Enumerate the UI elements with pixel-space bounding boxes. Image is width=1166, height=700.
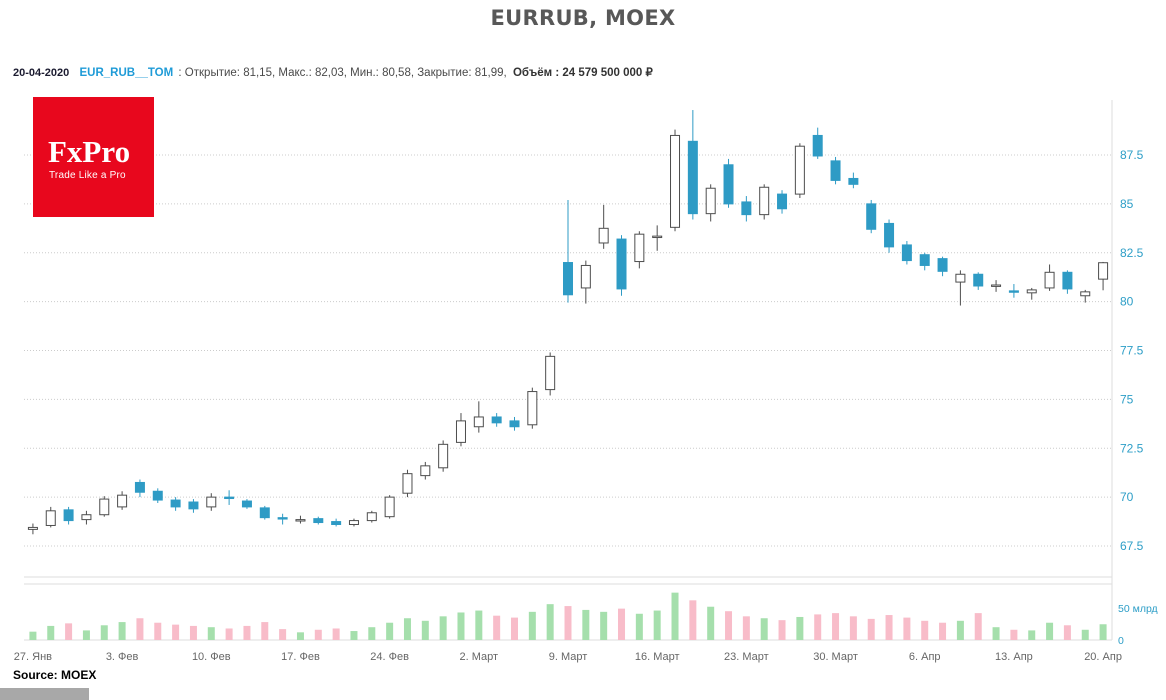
info-date: 20-04-2020 bbox=[13, 67, 70, 79]
svg-text:87.5: 87.5 bbox=[1120, 148, 1144, 162]
svg-text:85: 85 bbox=[1120, 197, 1134, 211]
fxpro-tagline: Trade Like a Pro bbox=[49, 169, 126, 181]
volume-layer bbox=[29, 592, 1107, 640]
x-axis-labels: 27. Янв 3. Фев 10. Фев 17. Фев 24. Фев 2. Мар… bbox=[14, 651, 1122, 663]
scrollbar-thumb[interactable] bbox=[0, 688, 89, 700]
svg-text:77.5: 77.5 bbox=[1120, 344, 1144, 358]
svg-text:2. Март: 2. Март bbox=[460, 651, 499, 663]
svg-text:9. Март: 9. Март bbox=[549, 651, 588, 663]
page-title: EURRUB, MOEX bbox=[490, 6, 676, 30]
instrument-symbol[interactable]: EUR_RUB__TOM bbox=[79, 67, 174, 79]
svg-text:23. Март: 23. Март bbox=[724, 651, 769, 663]
svg-text:72.5: 72.5 bbox=[1120, 441, 1144, 455]
svg-text:10. Фев: 10. Фев bbox=[192, 651, 231, 663]
svg-text:16. Март: 16. Март bbox=[635, 651, 680, 663]
volume-stat-label: Объём bbox=[512, 67, 553, 79]
ohlc-info-bar: 20-04-2020 EUR_RUB__TOM : Открытие: 81,1… bbox=[13, 65, 653, 79]
svg-text:17. Фев: 17. Фев bbox=[281, 651, 320, 663]
svg-text:30. Март: 30. Март bbox=[813, 651, 858, 663]
fxpro-logo-text: FxPro bbox=[48, 133, 131, 169]
svg-text:50 млрд: 50 млрд bbox=[1118, 603, 1158, 615]
ohlc-stats: : Открытие: 81,15, Макс.: 82,03, Мин.: 8… bbox=[178, 67, 507, 79]
volume-stat-value: : 24 579 500 000 ₽ bbox=[555, 67, 653, 79]
svg-text:75: 75 bbox=[1120, 392, 1134, 406]
svg-text:13. Апр: 13. Апр bbox=[995, 651, 1033, 663]
pane-borders bbox=[24, 100, 1113, 641]
svg-text:24. Фев: 24. Фев bbox=[370, 651, 409, 663]
candles-layer bbox=[27, 110, 1109, 535]
price-axis-labels: 87.5 85 82.5 80 77.5 75 72.5 70 67.5 bbox=[1120, 148, 1144, 553]
source-attribution: Source: MOEX bbox=[13, 668, 97, 682]
volume-axis-labels: 50 млрд 0 bbox=[1118, 603, 1158, 647]
svg-text:20. Апр: 20. Апр bbox=[1084, 651, 1122, 663]
fxpro-logo: FxPro Trade Like a Pro bbox=[33, 97, 154, 217]
svg-text:27. Янв: 27. Янв bbox=[14, 651, 52, 663]
svg-text:0: 0 bbox=[1118, 635, 1124, 647]
svg-text:80: 80 bbox=[1120, 295, 1134, 309]
svg-text:6. Апр: 6. Апр bbox=[909, 651, 941, 663]
svg-text:82.5: 82.5 bbox=[1120, 246, 1144, 260]
svg-text:70: 70 bbox=[1120, 490, 1134, 504]
svg-text:67.5: 67.5 bbox=[1120, 539, 1144, 553]
svg-text:3. Фев: 3. Фев bbox=[106, 651, 139, 663]
